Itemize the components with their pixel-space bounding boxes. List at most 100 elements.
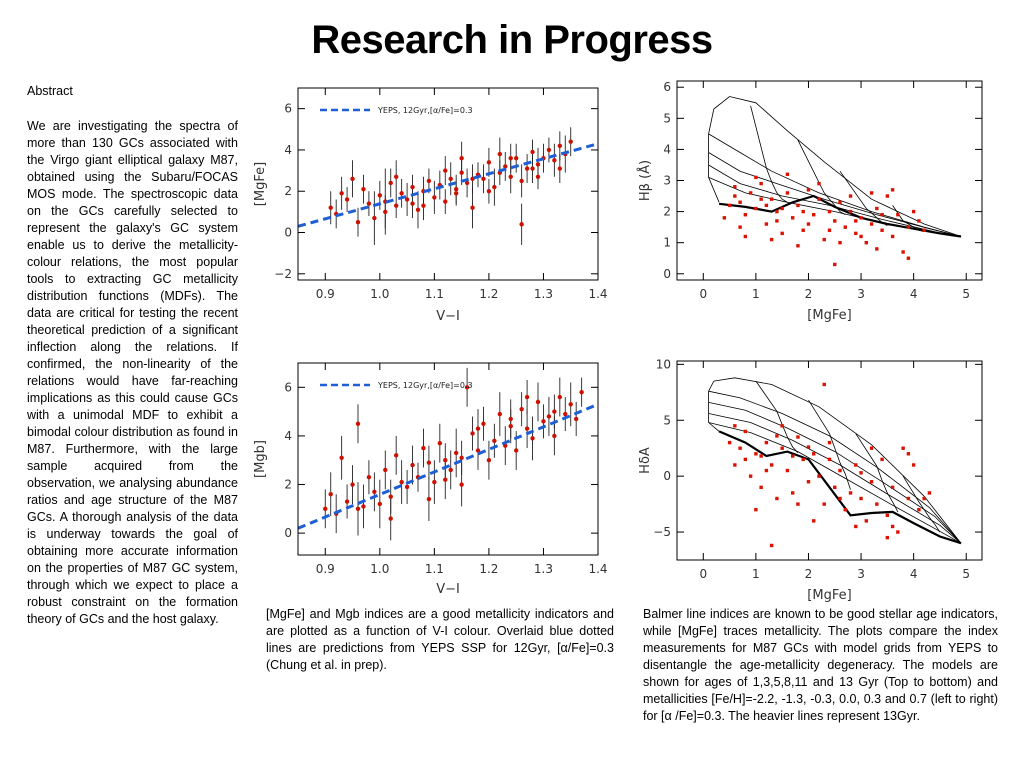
y-axis-label: Hβ (Å) <box>637 160 653 201</box>
data-point <box>875 206 879 211</box>
data-point <box>838 240 842 245</box>
data-point <box>775 434 779 438</box>
age-grid-line <box>708 413 962 544</box>
data-point <box>530 436 535 441</box>
data-point <box>838 200 842 204</box>
data-point <box>806 188 811 192</box>
data-point <box>344 197 350 202</box>
data-point <box>475 448 481 453</box>
data-point <box>524 426 530 431</box>
x-tick-label: 1.0 <box>370 562 389 576</box>
data-point <box>917 507 921 512</box>
metallicity-grid-line <box>708 380 720 432</box>
data-point <box>508 423 513 429</box>
data-point <box>812 519 816 523</box>
metallicity-grid-line <box>855 433 899 513</box>
metallicity-grid-line <box>750 105 788 203</box>
x-tick-label: 0 <box>699 567 707 581</box>
data-point <box>759 454 763 458</box>
data-point <box>486 458 492 463</box>
data-point <box>748 474 753 478</box>
data-point <box>448 176 453 182</box>
data-point <box>859 234 863 239</box>
data-point <box>754 452 758 456</box>
data-point <box>927 491 932 495</box>
mgfe-vs-vi-chart: 0.9 1.0 1.1 1.2 1.3 1.4 −2 0 2 4 6 V−I [MgFe] YEPS, 1… <box>253 87 608 324</box>
data-point <box>519 406 524 412</box>
data-point <box>827 209 832 214</box>
data-point <box>513 155 519 161</box>
age-grid-line <box>708 390 962 544</box>
data-point <box>383 467 388 473</box>
x-tick-label: 0 <box>699 287 707 301</box>
data-point <box>833 485 837 490</box>
data-point <box>780 206 784 211</box>
data-point <box>372 215 377 221</box>
abstract-heading: Abstract <box>27 84 73 98</box>
data-point <box>366 201 372 206</box>
data-point <box>885 513 890 517</box>
data-point <box>432 479 437 485</box>
data-point <box>464 180 470 186</box>
yeps-model-line <box>298 402 598 530</box>
data-point <box>796 203 800 208</box>
age-grid-line <box>708 152 962 237</box>
data-point <box>350 176 355 182</box>
data-point <box>524 394 530 400</box>
data-point <box>535 399 541 405</box>
data-point <box>790 216 795 220</box>
data-point <box>361 504 366 509</box>
x-tick-label: 1.1 <box>425 287 444 301</box>
data-point <box>410 201 415 206</box>
data-point <box>535 162 541 167</box>
x-tick-label: 5 <box>962 287 970 301</box>
data-point <box>738 225 742 229</box>
data-point <box>355 421 361 426</box>
data-point <box>568 402 573 407</box>
y-tick-label: 4 <box>663 142 671 156</box>
data-point <box>838 468 842 473</box>
age-grid-line <box>713 96 962 237</box>
data-point <box>361 186 366 192</box>
data-point <box>443 458 448 463</box>
x-tick-label: 1 <box>752 567 760 581</box>
data-point <box>388 516 393 521</box>
data-point <box>859 471 863 475</box>
data-point <box>552 433 557 439</box>
y-tick-label: 3 <box>663 174 671 188</box>
data-point <box>848 209 853 214</box>
data-point <box>890 234 895 239</box>
data-point <box>388 180 393 186</box>
data-point <box>869 191 874 195</box>
data-point <box>497 411 503 417</box>
data-point <box>780 424 784 428</box>
data-point <box>911 209 916 214</box>
model-grid <box>708 96 962 238</box>
data-point <box>843 507 847 512</box>
data-point <box>415 207 421 213</box>
data-point <box>817 181 821 186</box>
y-tick-label: 2 <box>663 205 671 219</box>
legend-label: YEPS, 12Gyr,[α/Fe]=0.3 <box>377 381 473 390</box>
data-point <box>727 203 732 208</box>
data-point <box>492 438 497 443</box>
plot-frame <box>676 80 983 281</box>
data-point <box>459 482 464 487</box>
data-point <box>743 429 748 434</box>
model-grid <box>708 377 962 545</box>
x-tick-label: 0.9 <box>316 562 335 576</box>
x-tick-label: 1.0 <box>370 287 389 301</box>
data-point <box>355 506 361 512</box>
data-point <box>722 216 727 220</box>
data-point <box>524 166 530 171</box>
legend-label: YEPS, 12Gyr,[α/Fe]=0.3 <box>377 106 473 115</box>
data-point <box>759 197 763 201</box>
data-point <box>344 499 350 504</box>
y-axis-label: HδA <box>638 447 653 474</box>
data-point <box>890 188 895 192</box>
data-point <box>817 197 821 201</box>
data-point <box>796 502 800 506</box>
data-point <box>339 455 344 460</box>
data-point <box>801 457 805 462</box>
data-point <box>769 197 774 201</box>
